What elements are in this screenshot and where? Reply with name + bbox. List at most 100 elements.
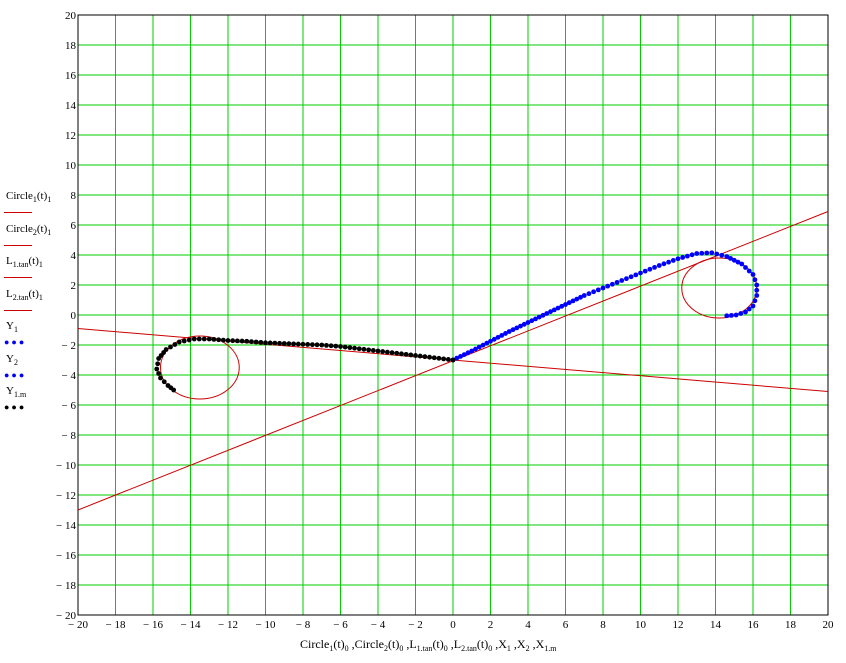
legend-line-swatch	[4, 309, 32, 311]
series-y1-point	[750, 303, 756, 309]
series-y1-m-point	[450, 357, 456, 363]
series-y1-point	[563, 302, 568, 307]
series-y1-point	[694, 251, 700, 256]
series-y1-point	[638, 270, 643, 276]
series-y1-point	[595, 287, 601, 293]
series-y1-m-point	[328, 343, 334, 349]
y-tick-label: 18	[65, 40, 77, 52]
legend-label: Circle1(t)1	[6, 190, 52, 204]
series-y1-m-point	[230, 338, 236, 344]
series-y1-m-point	[389, 350, 395, 356]
series-y1-m-point	[267, 340, 273, 346]
x-tick-label: − 6	[333, 619, 348, 631]
x-tick-label: 20	[823, 619, 835, 631]
series-y1-point	[581, 293, 587, 298]
y-tick-label: 16	[65, 70, 77, 82]
series-y1-m-point	[211, 336, 217, 342]
series-y1-point	[574, 296, 580, 302]
legend-label: L2.tan(t)1	[6, 287, 43, 302]
series-y1-point	[750, 272, 756, 277]
series-y1-point	[600, 285, 606, 291]
series-y1-point	[461, 352, 467, 357]
series-y1-point	[506, 329, 512, 334]
series-y1-point	[586, 291, 592, 297]
series-y1-point	[656, 263, 662, 268]
series-y1-m-point	[239, 338, 245, 344]
series-y1-point	[733, 312, 739, 318]
series-y1-m-point	[234, 338, 240, 344]
series-y1-point	[619, 278, 625, 283]
series-y1-m-point	[417, 353, 423, 359]
series-y1-point	[647, 266, 653, 272]
series-y1-point	[666, 259, 672, 265]
legend-item-y2: Y2 ●●●	[4, 353, 74, 386]
y-tick-label: − 10	[56, 460, 76, 472]
x-tick-label: 6	[563, 619, 569, 631]
y-tick-label: − 16	[56, 550, 76, 562]
series-y1-point	[609, 281, 615, 287]
series-y1-m-point	[445, 357, 451, 362]
series-y1-point	[605, 283, 611, 289]
series-y1-m-point	[196, 336, 202, 342]
series-y1-point	[559, 303, 565, 309]
series-y1-point	[699, 250, 705, 256]
series-y1-m-point	[155, 361, 161, 367]
series-y1-point	[495, 334, 501, 340]
series-y1-point	[518, 323, 523, 329]
legend-item-l2-tan: L2.tan(t)1	[4, 288, 74, 321]
legend-label: Y2	[6, 352, 18, 367]
series-dots	[154, 250, 760, 393]
series-y1-point	[670, 258, 676, 263]
x-tick-label: 12	[673, 619, 684, 631]
series-y1-m-point	[281, 341, 287, 346]
legend-line-swatch	[4, 212, 32, 213]
x-tick-label: 8	[600, 619, 606, 631]
series-y1-point	[709, 250, 715, 256]
legend-line-swatch	[4, 244, 32, 246]
series-y1-point	[544, 311, 550, 316]
series-y1-point	[628, 274, 634, 280]
series-y1-point	[746, 306, 752, 312]
series-y1-point	[724, 254, 730, 259]
y-tick-label: − 12	[56, 490, 76, 502]
series-y1-point	[752, 298, 758, 304]
series-y1-m-point	[168, 344, 173, 350]
legend-label: L1.tan(t)1	[6, 255, 43, 269]
series-y1-point	[714, 251, 720, 257]
legend-label: Circle2(t)1	[6, 222, 52, 237]
series-y1-point	[551, 307, 557, 313]
series-y1-m-point	[324, 342, 329, 348]
x-tick-label: − 2	[408, 619, 422, 631]
y-tick-label: − 20	[56, 610, 76, 622]
legend-item-circle1: Circle1(t)1	[4, 190, 74, 223]
series-y1-m-point	[249, 339, 254, 345]
series-y1-m-point	[366, 347, 372, 353]
series-y1-m-point	[309, 342, 315, 348]
series-y1-point	[724, 313, 730, 319]
y-tick-label: 8	[71, 190, 77, 202]
series-y1-m-point	[244, 338, 250, 344]
series-y1-m-point	[347, 345, 353, 351]
series-y1-point	[642, 268, 648, 274]
series-y1-m-point	[384, 349, 390, 355]
y-tick-label: 4	[71, 250, 77, 262]
series-y1-m-point	[181, 338, 187, 344]
series-y1-m-point	[314, 342, 320, 348]
legend: Circle1(t)1 Circle2(t)1 L1.tan(t)1 L2.ta…	[4, 190, 74, 418]
series-y1-m-point	[253, 339, 259, 345]
legend-item-circle2: Circle2(t)1	[4, 223, 74, 256]
y-tick-label: 14	[65, 100, 77, 112]
series-y1-point	[729, 312, 734, 318]
series-y1-m-point	[319, 342, 325, 348]
series-y1-point	[743, 309, 748, 315]
y-tick-label: 20	[65, 10, 77, 22]
series-y1-m-point	[156, 371, 162, 376]
series-y1-point	[704, 250, 710, 256]
series-y1-point	[652, 264, 657, 270]
series-y1-m-point	[333, 343, 339, 349]
series-y1-point	[754, 287, 760, 293]
series-y1-point	[578, 294, 583, 300]
y-tick-label: 0	[71, 310, 77, 322]
series-y1-point	[525, 320, 531, 325]
